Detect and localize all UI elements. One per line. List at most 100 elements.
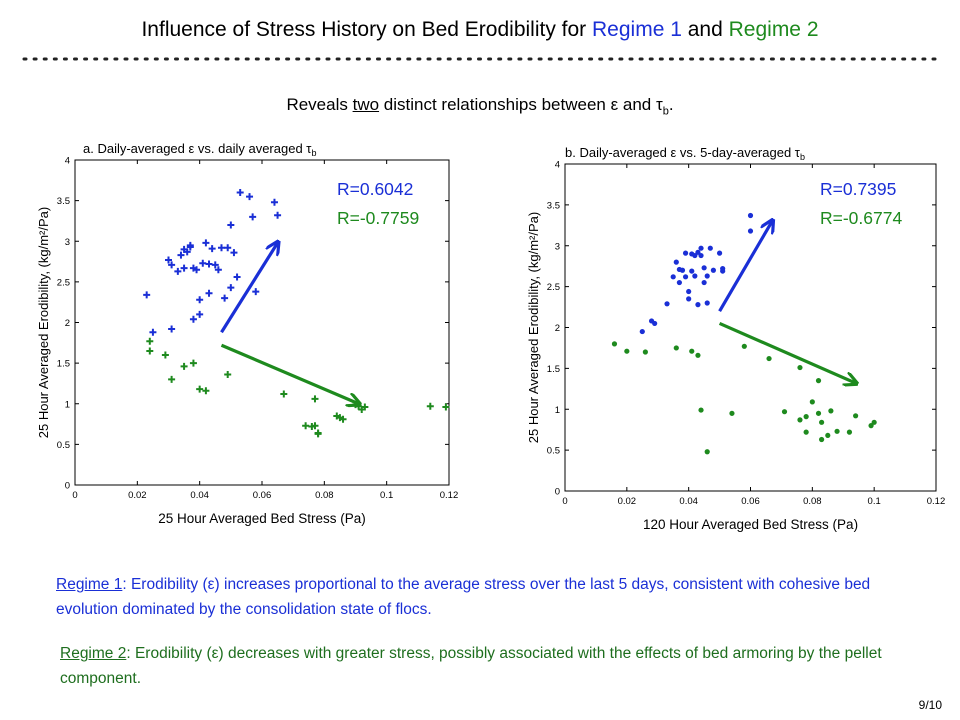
- y-tick-label: 2: [65, 318, 70, 329]
- title-regime2: Regime 2: [728, 18, 819, 41]
- data-point: [180, 362, 188, 370]
- data-point: [302, 422, 310, 430]
- data-point: [174, 267, 182, 275]
- data-point: [161, 351, 169, 359]
- slide-title: Influence of Stress History on Bed Erodi…: [0, 18, 960, 42]
- data-point: [868, 423, 874, 429]
- data-point: [766, 355, 772, 362]
- data-point: [196, 296, 204, 304]
- data-point: [193, 266, 201, 274]
- data-point: [695, 249, 701, 255]
- slide-subtitle: Reveals two distinct relationships betwe…: [0, 95, 960, 117]
- y-tick-label: 4: [65, 156, 70, 167]
- data-point: [707, 245, 713, 251]
- data-point: [205, 289, 213, 297]
- regime1-text: : Erodibility (ε) increases proportional…: [56, 576, 871, 618]
- title-prefix: Influence of Stress History on Bed Erodi…: [141, 18, 593, 41]
- y-tick-label: 1: [65, 399, 70, 410]
- data-point: [809, 399, 815, 405]
- scatter-plot-svg: b. Daily-averaged ε vs. 5-day-averaged τ…: [526, 145, 946, 532]
- data-point: [698, 407, 704, 413]
- y-tick-label: 3.5: [57, 196, 70, 207]
- data-point: [695, 302, 701, 308]
- data-point: [692, 252, 698, 259]
- data-point: [202, 239, 210, 247]
- data-point: [143, 291, 151, 299]
- data-point: [803, 429, 809, 435]
- x-tick-label: 0.12: [440, 490, 459, 501]
- series-group: [611, 341, 877, 455]
- data-point: [149, 328, 157, 336]
- data-point: [230, 249, 238, 257]
- data-point: [704, 449, 710, 455]
- x-tick-label: 0.06: [741, 496, 760, 507]
- data-point: [652, 320, 658, 327]
- data-point: [233, 273, 241, 281]
- x-tick-label: 0.08: [315, 490, 334, 501]
- series-group: [639, 212, 754, 335]
- data-point: [815, 410, 822, 416]
- x-tick-label: 0.1: [380, 490, 393, 501]
- data-point: [834, 428, 840, 434]
- data-point: [673, 259, 679, 265]
- data-point: [202, 387, 210, 395]
- data-point: [227, 221, 235, 229]
- x-tick-label: 0.12: [927, 496, 946, 507]
- data-point: [168, 261, 176, 269]
- data-point: [183, 248, 191, 256]
- data-point: [797, 417, 803, 423]
- data-point: [729, 410, 735, 416]
- data-point: [168, 375, 176, 383]
- data-point: [146, 347, 154, 355]
- data-point: [819, 419, 825, 425]
- data-point: [682, 250, 689, 256]
- r-annotation: R=-0.7759: [337, 208, 419, 228]
- data-point: [236, 189, 244, 196]
- data-point: [224, 371, 232, 378]
- data-point: [196, 385, 204, 393]
- data-point: [682, 274, 689, 280]
- x-tick-label: 0.06: [253, 490, 272, 501]
- y-tick-label: 3.5: [547, 200, 560, 211]
- data-point: [221, 294, 229, 302]
- data-point: [815, 378, 822, 384]
- data-point: [246, 193, 254, 201]
- y-tick-label: 3: [555, 241, 560, 252]
- data-point: [828, 408, 834, 414]
- x-tick-label: 0.02: [618, 496, 637, 507]
- x-tick-label: 0.02: [128, 490, 147, 501]
- data-point: [311, 395, 319, 403]
- data-point: [803, 414, 809, 420]
- data-point: [698, 245, 704, 251]
- data-point: [747, 212, 754, 219]
- page-number: 9/10: [918, 698, 942, 712]
- data-point: [205, 260, 213, 268]
- chart-a: a. Daily-averaged ε vs. daily averaged τ…: [20, 135, 460, 535]
- data-point: [189, 359, 197, 367]
- data-point: [720, 268, 726, 274]
- data-point: [676, 279, 682, 286]
- data-point: [146, 337, 154, 345]
- data-point: [704, 273, 710, 279]
- regime2-label: Regime 2: [60, 645, 127, 662]
- data-point: [426, 402, 434, 410]
- data-point: [692, 273, 698, 279]
- data-point: [679, 267, 686, 273]
- data-point: [741, 343, 747, 349]
- chart-b: b. Daily-averaged ε vs. 5-day-averaged τ…: [500, 135, 955, 535]
- y-tick-label: 0: [555, 487, 560, 498]
- y-tick-label: 0: [65, 481, 70, 492]
- subtitle-post: distinct relationships between ε and τ: [379, 95, 663, 114]
- data-point: [716, 250, 723, 256]
- data-point: [189, 315, 197, 323]
- data-point: [686, 288, 692, 295]
- y-tick-label: 3: [65, 237, 70, 248]
- data-point: [208, 245, 216, 253]
- data-point: [689, 348, 695, 354]
- trend-arrow: [718, 321, 856, 383]
- series-group: [143, 189, 282, 336]
- data-point: [797, 364, 803, 371]
- data-point: [611, 341, 618, 347]
- dotted-divider: [22, 57, 942, 61]
- data-point: [686, 296, 692, 302]
